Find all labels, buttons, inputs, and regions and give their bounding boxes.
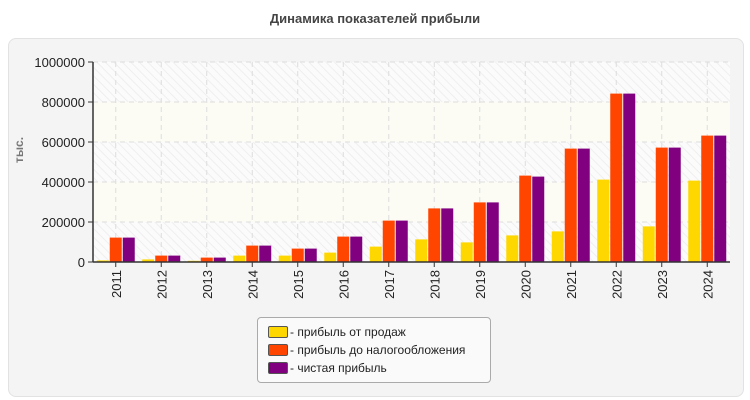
bar bbox=[246, 245, 259, 262]
bar bbox=[642, 226, 655, 262]
bar bbox=[688, 180, 701, 262]
bar bbox=[473, 202, 486, 262]
bar bbox=[395, 220, 408, 262]
bar bbox=[155, 255, 168, 262]
bar bbox=[655, 147, 668, 262]
bar bbox=[96, 260, 109, 262]
bar bbox=[564, 148, 577, 262]
bar bbox=[714, 135, 727, 262]
bar bbox=[200, 257, 213, 262]
x-tick-label: 2024 bbox=[700, 270, 715, 299]
y-tick-label: 400000 bbox=[42, 175, 85, 190]
legend-item: - прибыль от продаж bbox=[268, 324, 406, 340]
x-tick-label: 2020 bbox=[518, 270, 533, 299]
bar bbox=[623, 93, 636, 262]
bar bbox=[304, 248, 317, 262]
legend: - прибыль от продаж - прибыль до налогоо… bbox=[257, 317, 491, 383]
bar bbox=[350, 236, 363, 262]
bar bbox=[369, 246, 382, 262]
legend-swatch bbox=[268, 362, 288, 374]
bar bbox=[233, 255, 246, 262]
x-tick-label: 2018 bbox=[427, 270, 442, 299]
x-tick-label: 2019 bbox=[473, 270, 488, 299]
bar bbox=[291, 248, 304, 262]
y-axis-label: тыс. bbox=[12, 137, 26, 163]
bar bbox=[551, 231, 564, 262]
legend-item: - чистая прибыль bbox=[268, 360, 387, 376]
bar bbox=[415, 239, 428, 262]
x-tick-label: 2023 bbox=[655, 270, 670, 299]
bar bbox=[519, 175, 532, 262]
x-tick-label: 2013 bbox=[200, 270, 215, 299]
y-tick-label: 200000 bbox=[42, 215, 85, 230]
bar bbox=[441, 208, 454, 262]
x-tick-label: 2012 bbox=[154, 270, 169, 299]
bar bbox=[668, 147, 681, 262]
legend-label: - чистая прибыль bbox=[290, 361, 387, 375]
x-tick-label: 2011 bbox=[109, 270, 124, 298]
bar bbox=[168, 255, 181, 262]
y-tick-label: 600000 bbox=[42, 135, 85, 150]
bar bbox=[460, 242, 473, 262]
chart-title: Динамика показателей прибыли bbox=[269, 11, 481, 26]
legend-item: - прибыль до налогообложения bbox=[268, 342, 465, 358]
y-tick-label: 800000 bbox=[42, 95, 85, 110]
bar bbox=[259, 245, 272, 262]
legend-swatch bbox=[268, 326, 288, 338]
bar bbox=[278, 255, 291, 262]
y-tick-label: 0 bbox=[78, 255, 85, 270]
bar bbox=[701, 135, 714, 262]
y-tick-label: 1000000 bbox=[34, 55, 85, 70]
bar bbox=[506, 235, 519, 262]
x-tick-label: 2017 bbox=[382, 270, 397, 299]
bar bbox=[109, 237, 122, 262]
bar bbox=[213, 257, 226, 262]
bar bbox=[428, 208, 441, 262]
bar bbox=[610, 93, 623, 262]
legend-label: - прибыль до налогообложения bbox=[290, 343, 466, 357]
bar bbox=[324, 252, 337, 262]
bar bbox=[122, 237, 135, 262]
legend-label: - прибыль от продаж bbox=[290, 325, 406, 339]
x-tick-label: 2016 bbox=[336, 270, 351, 299]
x-tick-label: 2021 bbox=[564, 270, 579, 299]
x-tick-label: 2014 bbox=[245, 270, 260, 299]
bar bbox=[382, 220, 395, 262]
x-tick-label: 2022 bbox=[609, 270, 624, 299]
legend-swatch bbox=[268, 344, 288, 356]
x-tick-label: 2015 bbox=[291, 270, 306, 299]
bar bbox=[577, 148, 590, 262]
bar bbox=[486, 202, 499, 262]
bar bbox=[597, 179, 610, 262]
bar bbox=[532, 176, 545, 262]
bar bbox=[337, 236, 350, 262]
bar bbox=[142, 259, 155, 262]
